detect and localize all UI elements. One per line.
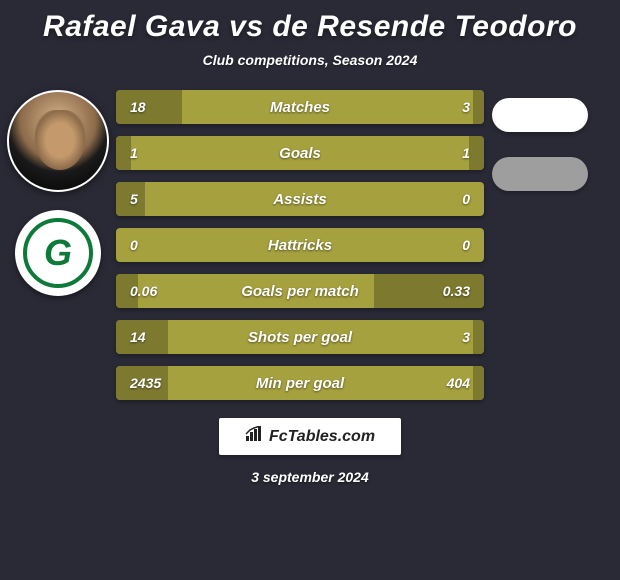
stat-value-right: 404: [424, 375, 484, 391]
stat-value-left: 14: [116, 329, 176, 345]
club-logo-letter: G: [23, 218, 93, 288]
stat-label: Shots per goal: [176, 329, 424, 346]
stat-label: Goals: [176, 145, 424, 162]
stat-label: Assists: [176, 191, 424, 208]
page-subtitle: Club competitions, Season 2024: [203, 52, 418, 68]
stat-value-right: 3: [424, 329, 484, 345]
stat-label: Goals per match: [176, 283, 424, 300]
stat-row: 5Assists0: [116, 182, 484, 216]
stat-row: 0Hattricks0: [116, 228, 484, 262]
brand-text: FcTables.com: [269, 428, 375, 446]
stat-value-right: 1: [424, 145, 484, 161]
main-area: G 18Matches31Goals15Assists00Hattricks00…: [0, 90, 620, 400]
footer: FcTables.com 3 september 2024: [219, 418, 401, 485]
stat-value-right: 3: [424, 99, 484, 115]
stat-row: 18Matches3: [116, 90, 484, 124]
stat-value-right: 0: [424, 237, 484, 253]
stat-value-left: 1: [116, 145, 176, 161]
stat-row: 2435Min per goal404: [116, 366, 484, 400]
stat-label: Min per goal: [176, 375, 424, 392]
page-title: Rafael Gava vs de Resende Teodoro: [43, 10, 577, 44]
stat-value-left: 5: [116, 191, 176, 207]
stat-value-left: 0.06: [116, 283, 176, 299]
player-avatar: [7, 90, 109, 192]
right-pill-column: [492, 90, 612, 400]
stat-value-left: 0: [116, 237, 176, 253]
player2-pill-1: [492, 98, 588, 132]
stat-value-right: 0.33: [424, 283, 484, 299]
player2-pill-2: [492, 157, 588, 191]
brand-box[interactable]: FcTables.com: [219, 418, 401, 455]
stat-label: Hattricks: [176, 237, 424, 254]
stat-value-right: 0: [424, 191, 484, 207]
stats-column: 18Matches31Goals15Assists00Hattricks00.0…: [116, 90, 484, 400]
stat-value-left: 2435: [116, 375, 176, 391]
stat-value-left: 18: [116, 99, 176, 115]
club-logo: G: [15, 210, 101, 296]
date-text: 3 september 2024: [251, 469, 369, 485]
stat-label: Matches: [176, 99, 424, 116]
chart-icon: [245, 426, 263, 447]
stat-row: 1Goals1: [116, 136, 484, 170]
stat-row: 14Shots per goal3: [116, 320, 484, 354]
left-side-column: G: [8, 90, 108, 400]
stat-row: 0.06Goals per match0.33: [116, 274, 484, 308]
